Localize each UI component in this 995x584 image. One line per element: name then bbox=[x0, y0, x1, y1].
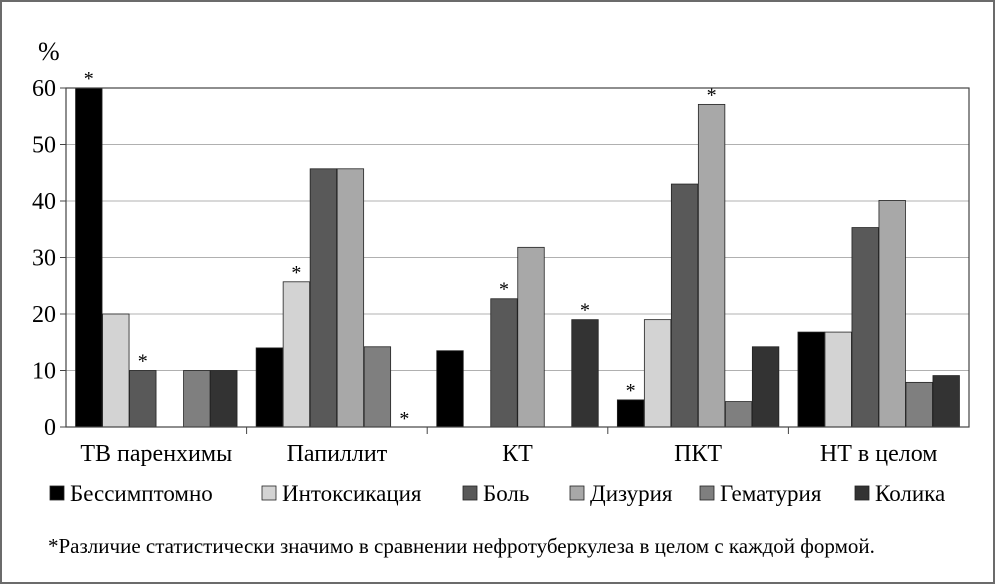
bars bbox=[75, 87, 960, 428]
bar-4-6 bbox=[751, 346, 780, 428]
bar-2-4 bbox=[336, 168, 365, 428]
bar-5-6 bbox=[932, 375, 960, 428]
bar-2-3 bbox=[309, 168, 338, 428]
significance-star: * bbox=[399, 408, 409, 430]
x-category-label: Папиллит bbox=[287, 441, 388, 467]
bar-3-6 bbox=[571, 319, 599, 428]
y-tick-label: 50 bbox=[32, 133, 56, 159]
legend-label: Интоксикация bbox=[282, 481, 422, 506]
bar-1-2 bbox=[102, 313, 130, 428]
legend-swatch bbox=[261, 485, 277, 501]
bar-1-1 bbox=[75, 87, 103, 428]
x-category-label: ПКТ bbox=[674, 441, 722, 467]
bar-2-5 bbox=[363, 346, 392, 428]
significance-marks: * * * * * * * * bbox=[84, 68, 717, 430]
legend-label: Гематурия bbox=[720, 481, 822, 506]
legend-label: Дизурия bbox=[590, 481, 673, 506]
footnote: *Различие статистически значимо в сравне… bbox=[48, 534, 875, 558]
y-axis-label: % bbox=[38, 37, 60, 66]
x-axis: ТВ паренхимы Папиллит КТ ПКТ НТ в целом bbox=[80, 427, 937, 467]
significance-star: * bbox=[291, 262, 301, 284]
bar-4-5 bbox=[724, 401, 753, 428]
bar-5-5 bbox=[905, 381, 933, 428]
y-tick-label: 10 bbox=[32, 359, 56, 385]
bar-2-2 bbox=[282, 281, 311, 428]
significance-star: * bbox=[707, 84, 717, 106]
significance-star: * bbox=[580, 300, 590, 322]
y-axis-ticks: 0 10 20 30 40 50 60 bbox=[32, 76, 66, 441]
legend-label: Колика bbox=[875, 481, 945, 506]
bar-3-4 bbox=[517, 246, 545, 428]
legend-swatch bbox=[462, 485, 478, 501]
bar-2-1 bbox=[255, 347, 284, 428]
y-tick-label: 40 bbox=[32, 189, 56, 215]
x-category-label: НТ в целом bbox=[820, 441, 938, 467]
legend-swatch bbox=[699, 485, 715, 501]
bar-1-6 bbox=[210, 370, 238, 428]
legend-label: Бессимптомно bbox=[70, 481, 213, 506]
bar-1-3 bbox=[129, 370, 157, 428]
significance-star: * bbox=[138, 351, 148, 373]
legend: Бессимптомно Интоксикация Боль Дизурия Гемат… bbox=[49, 481, 945, 506]
legend-swatch bbox=[854, 485, 870, 501]
bar-3-1 bbox=[436, 350, 464, 428]
legend-label: Боль bbox=[483, 481, 529, 506]
significance-star: * bbox=[626, 380, 636, 402]
significance-star: * bbox=[84, 68, 94, 90]
legend-swatch bbox=[569, 485, 585, 501]
y-tick-label: 60 bbox=[32, 76, 56, 102]
y-tick-label: 20 bbox=[32, 302, 56, 328]
x-category-label: ТВ паренхимы bbox=[80, 441, 232, 467]
y-tick-label: 30 bbox=[32, 246, 56, 272]
x-category-label: КТ bbox=[502, 441, 533, 467]
bar-4-3 bbox=[670, 183, 699, 428]
bar-4-4 bbox=[697, 103, 726, 428]
bar-5-2 bbox=[824, 331, 852, 428]
bar-4-1 bbox=[616, 399, 645, 428]
bar-3-3 bbox=[490, 298, 518, 428]
significance-star: * bbox=[499, 279, 509, 301]
y-tick-label: 0 bbox=[44, 415, 56, 441]
legend-swatch bbox=[49, 485, 65, 501]
bar-5-4 bbox=[878, 200, 906, 428]
bar-5-3 bbox=[851, 227, 879, 428]
bar-4-2 bbox=[643, 319, 672, 428]
bar-5-1 bbox=[797, 331, 825, 428]
bar-1-5 bbox=[183, 370, 211, 428]
